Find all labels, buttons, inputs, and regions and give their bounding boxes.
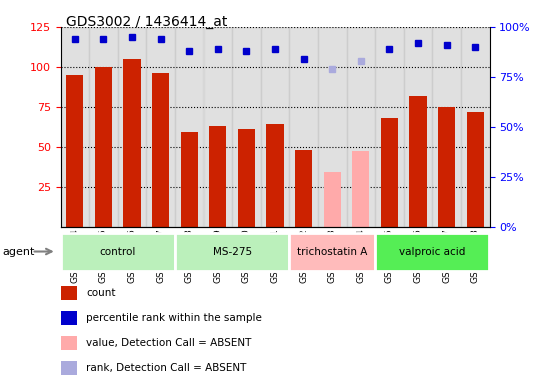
- Bar: [466, 111, 484, 227]
- Bar: [261, 27, 289, 227]
- Text: agent: agent: [3, 247, 35, 257]
- Bar: [89, 27, 118, 227]
- Text: count: count: [86, 288, 115, 298]
- Bar: [461, 27, 490, 227]
- Bar: [152, 73, 169, 227]
- Bar: [204, 27, 232, 227]
- Text: trichostatin A: trichostatin A: [297, 247, 367, 257]
- Bar: [409, 96, 427, 227]
- Bar: [346, 27, 375, 227]
- Bar: [404, 27, 432, 227]
- Bar: [438, 107, 455, 227]
- Bar: [60, 361, 77, 375]
- Bar: [60, 27, 89, 227]
- Bar: [289, 233, 375, 271]
- Text: control: control: [100, 247, 136, 257]
- Bar: [432, 27, 461, 227]
- Bar: [123, 59, 141, 227]
- Bar: [60, 336, 77, 350]
- Bar: [180, 132, 198, 227]
- Bar: [295, 150, 312, 227]
- Bar: [238, 129, 255, 227]
- Bar: [266, 124, 284, 227]
- Bar: [289, 27, 318, 227]
- Bar: [118, 27, 146, 227]
- Bar: [352, 151, 370, 227]
- Bar: [95, 67, 112, 227]
- Bar: [323, 172, 341, 227]
- Bar: [60, 286, 77, 300]
- Bar: [318, 27, 346, 227]
- Text: MS-275: MS-275: [212, 247, 252, 257]
- Text: valproic acid: valproic acid: [399, 247, 465, 257]
- Bar: [232, 27, 261, 227]
- Bar: [375, 27, 404, 227]
- Text: percentile rank within the sample: percentile rank within the sample: [86, 313, 262, 323]
- Bar: [381, 118, 398, 227]
- Text: value, Detection Call = ABSENT: value, Detection Call = ABSENT: [86, 338, 251, 348]
- Bar: [175, 27, 204, 227]
- Text: GDS3002 / 1436414_at: GDS3002 / 1436414_at: [66, 15, 227, 29]
- Bar: [60, 233, 175, 271]
- Bar: [209, 126, 227, 227]
- Bar: [375, 233, 490, 271]
- Text: rank, Detection Call = ABSENT: rank, Detection Call = ABSENT: [86, 363, 246, 373]
- Bar: [146, 27, 175, 227]
- Bar: [60, 311, 77, 325]
- Bar: [66, 75, 84, 227]
- Bar: [175, 233, 289, 271]
